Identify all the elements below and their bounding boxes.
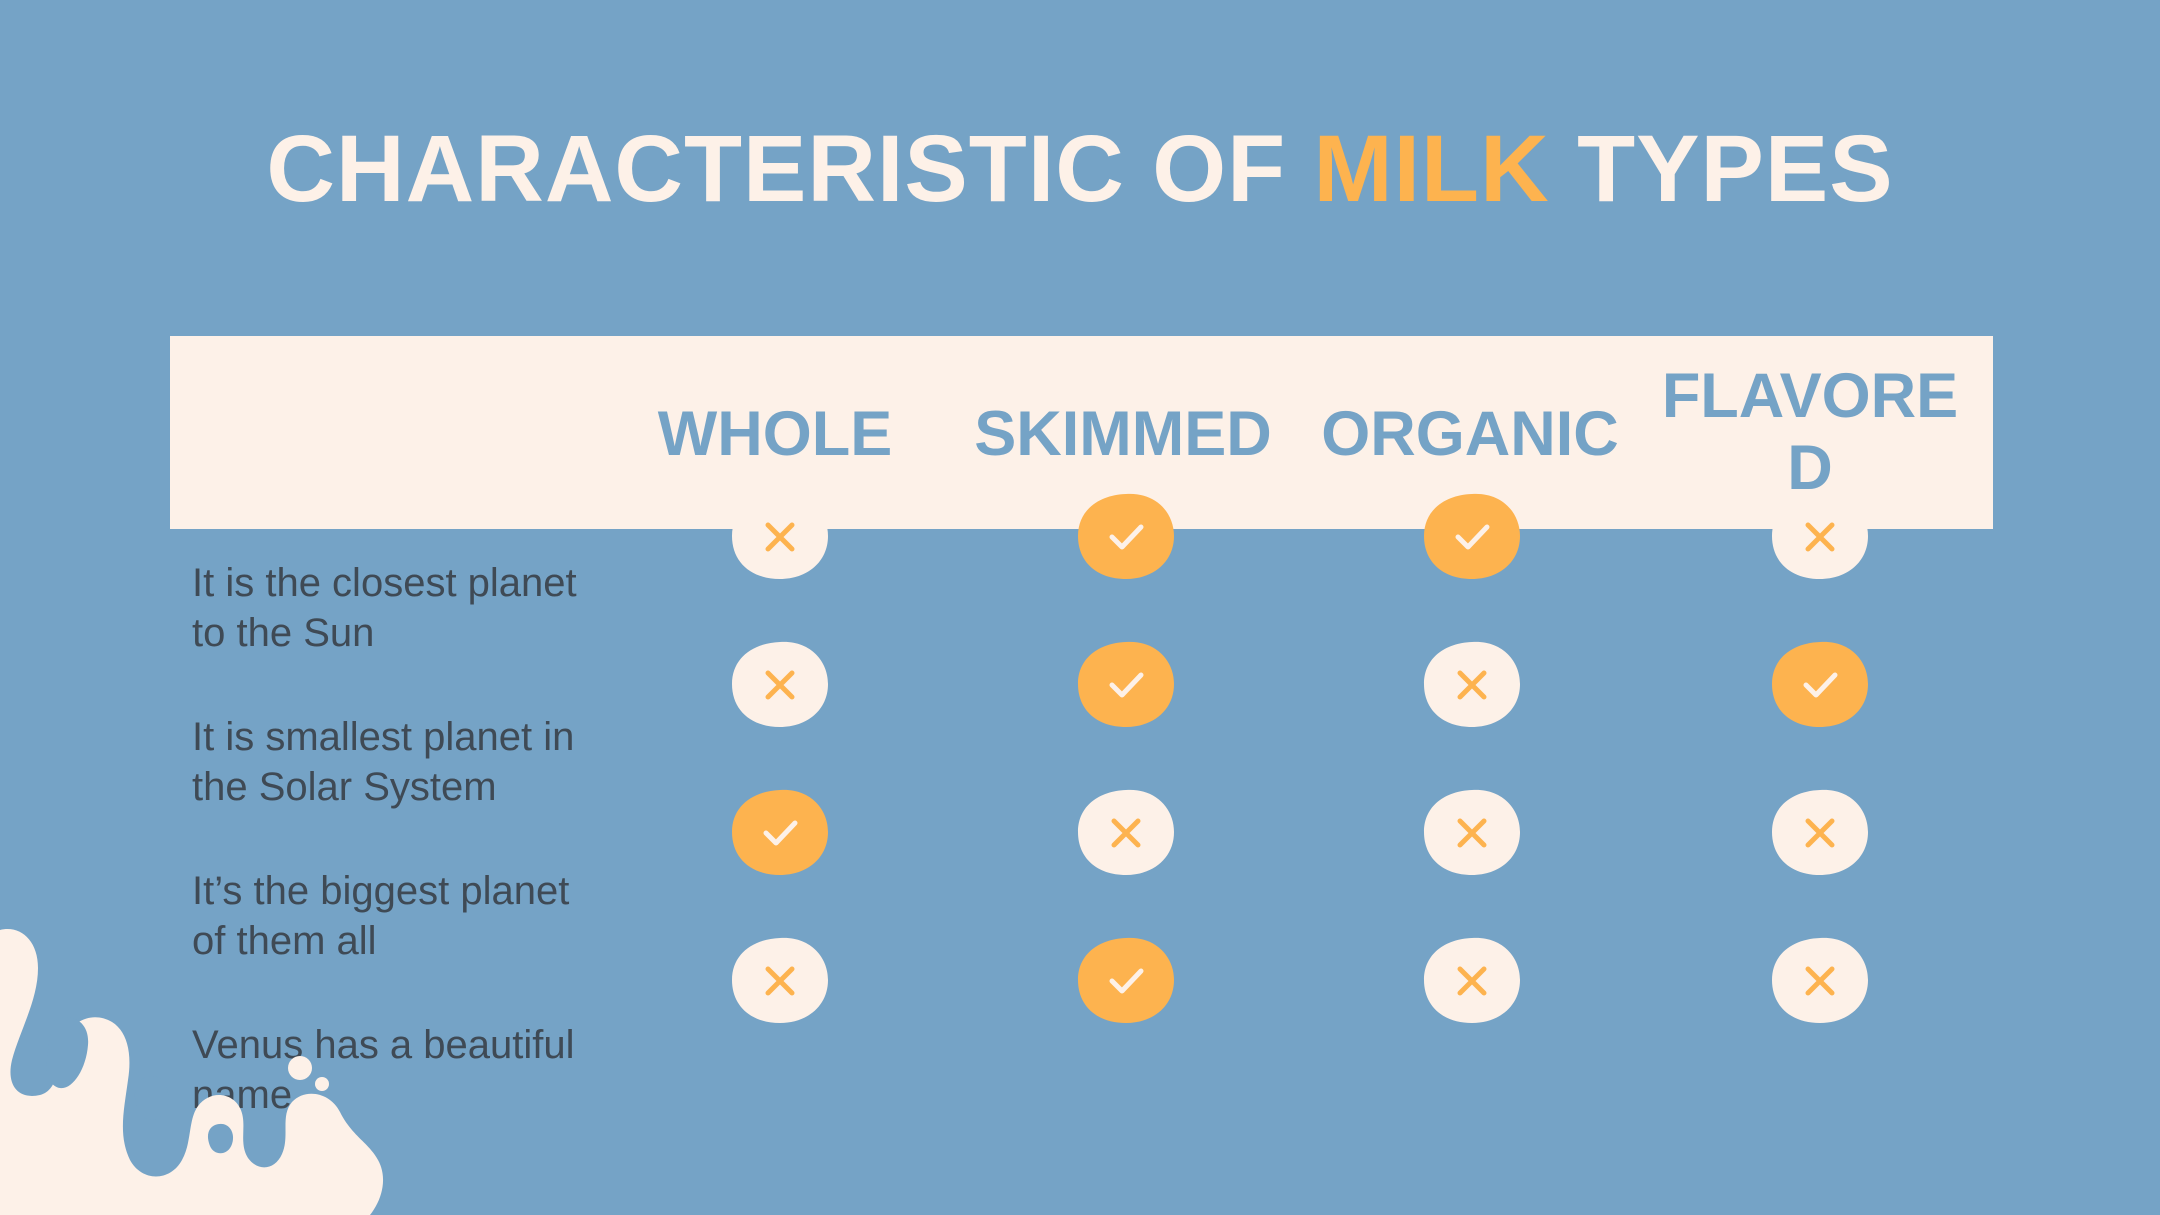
row-label-1: It is the closest planet to the Sun [192, 561, 577, 655]
title-accent: MILK [1313, 116, 1550, 222]
check-icon [1078, 493, 1174, 579]
row-label-3: It’s the biggest planet of them all [192, 869, 570, 963]
column-header-organic: ORGANIC [1321, 399, 1619, 469]
mark-row-2-organic [1423, 640, 1521, 728]
mark-row-1-organic [1423, 492, 1521, 580]
mark-row-3-skimmed [1077, 788, 1175, 876]
cross-icon [1772, 493, 1868, 579]
mark-row-4-organic [1423, 936, 1521, 1024]
mark-row-4-skimmed [1077, 936, 1175, 1024]
check-icon [1424, 493, 1520, 579]
mark-row-2-skimmed [1077, 640, 1175, 728]
mark-row-1-whole [731, 492, 829, 580]
mark-row-4-flavored [1771, 936, 1869, 1024]
cross-icon [1424, 641, 1520, 727]
cross-icon [732, 937, 828, 1023]
check-icon [732, 789, 828, 875]
column-header-skimmed: SKIMMED [974, 399, 1272, 469]
check-icon [1078, 937, 1174, 1023]
cross-icon [732, 493, 828, 579]
mark-row-4-whole [731, 936, 829, 1024]
mark-row-1-skimmed [1077, 492, 1175, 580]
title-part-1: CHARACTERISTIC OF [266, 116, 1314, 222]
mark-row-1-flavored [1771, 492, 1869, 580]
mark-row-3-flavored [1771, 788, 1869, 876]
page-title: CHARACTERISTIC OF MILK TYPES [0, 115, 2160, 224]
cross-icon [1078, 789, 1174, 875]
cross-icon [1424, 789, 1520, 875]
cross-icon [732, 641, 828, 727]
column-header-whole: WHOLE [657, 399, 893, 469]
milk-splash-decoration [0, 929, 384, 1215]
column-header-flavored: FLAVORED [1661, 361, 1959, 503]
row-label-2: It is smallest planet in the Solar Syste… [192, 715, 575, 809]
cross-icon [1772, 789, 1868, 875]
mark-row-2-flavored [1771, 640, 1869, 728]
title-part-2: TYPES [1549, 116, 1894, 222]
table-header-band [170, 336, 1993, 529]
mark-row-3-organic [1423, 788, 1521, 876]
cross-icon [1424, 937, 1520, 1023]
cross-icon [1772, 937, 1868, 1023]
mark-row-2-whole [731, 640, 829, 728]
check-icon [1772, 641, 1868, 727]
check-icon [1078, 641, 1174, 727]
mark-row-3-whole [731, 788, 829, 876]
